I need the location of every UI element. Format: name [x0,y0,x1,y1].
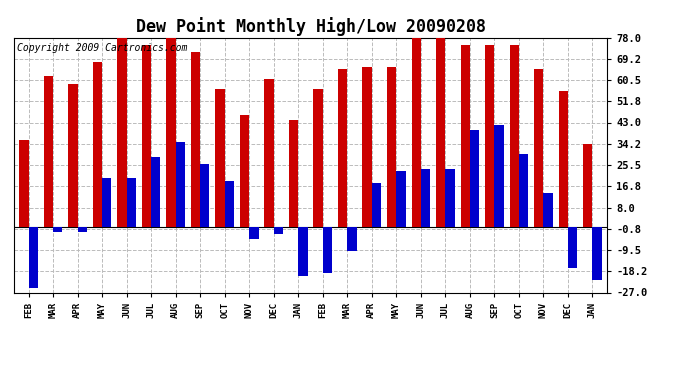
Bar [411,38,421,227]
Bar [102,178,111,227]
Bar [460,45,470,227]
Bar [583,144,593,227]
Bar [568,227,578,268]
Bar [495,125,504,227]
Bar [151,156,161,227]
Bar [28,227,38,288]
Bar [396,171,406,227]
Bar [362,67,372,227]
Bar [372,183,381,227]
Bar [142,45,151,227]
Bar [313,88,323,227]
Bar [323,227,332,273]
Title: Dew Point Monthly High/Low 20090208: Dew Point Monthly High/Low 20090208 [135,17,486,36]
Bar [117,38,126,227]
Bar [200,164,210,227]
Bar [225,181,234,227]
Bar [298,227,308,276]
Bar [338,69,347,227]
Bar [92,62,102,227]
Bar [274,227,283,234]
Bar [421,169,430,227]
Bar [166,38,176,227]
Bar [445,169,455,227]
Bar [19,140,28,227]
Bar [264,79,274,227]
Bar [470,130,479,227]
Bar [593,227,602,280]
Bar [510,45,519,227]
Bar [347,227,357,251]
Bar [289,120,298,227]
Bar [519,154,529,227]
Bar [68,84,77,227]
Bar [215,88,225,227]
Bar [249,227,259,239]
Text: Copyright 2009 Cartronics.com: Copyright 2009 Cartronics.com [17,43,187,52]
Bar [43,76,53,227]
Bar [53,227,62,232]
Bar [387,67,396,227]
Bar [77,227,87,232]
Bar [485,45,495,227]
Bar [534,69,544,227]
Bar [191,52,200,227]
Bar [436,38,445,227]
Bar [544,193,553,227]
Bar [559,91,568,227]
Bar [176,142,185,227]
Bar [126,178,136,227]
Bar [240,115,249,227]
